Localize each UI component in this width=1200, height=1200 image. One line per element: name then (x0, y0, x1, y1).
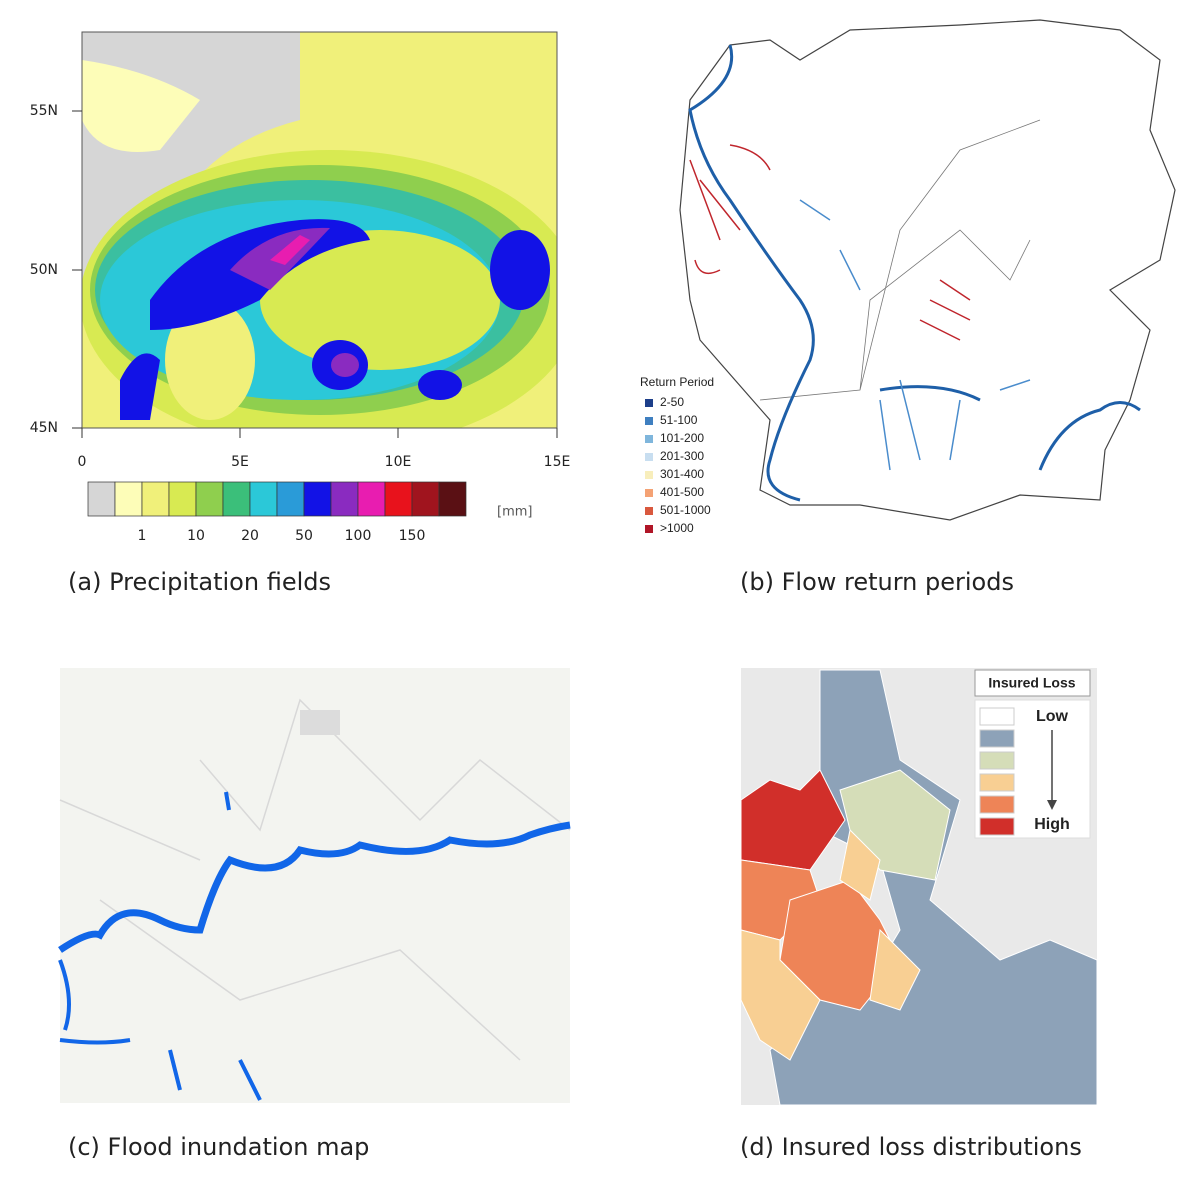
colorbar-box (330, 481, 359, 517)
colorbar-box (195, 481, 224, 517)
y-tick-label: 50N (30, 262, 58, 278)
legend-swatch (645, 399, 653, 407)
inundation-map (58, 668, 571, 1103)
legend-swatch (645, 417, 653, 425)
return-period-legend: Return Period 2-50 51-100 101-200 201-300 30… (640, 375, 714, 535)
legend-label: 101-200 (660, 431, 704, 445)
legend-label: 501-1000 (660, 503, 711, 517)
legend-label: 201-300 (660, 449, 704, 463)
legend-swatch (645, 489, 653, 497)
colorbar-box (303, 481, 332, 517)
legend-swatch (979, 795, 1015, 814)
legend-swatch (979, 751, 1015, 770)
colorbar-label: 150 (399, 528, 426, 544)
caption: (c) Flood inundation map (68, 1133, 369, 1161)
y-tick-label: 55N (30, 103, 58, 119)
colorbar-box (168, 481, 197, 517)
colorbar: 1 10 20 50 100 150 (87, 481, 467, 544)
caption: (b) Flow return periods (740, 568, 1014, 596)
y-tick-label: 45N (30, 420, 58, 436)
x-tick-label: 0 (78, 454, 87, 470)
legend-swatch (979, 817, 1015, 836)
colorbar-box (249, 481, 278, 517)
legend-label: 2-50 (660, 395, 684, 409)
legend-swatch (979, 729, 1015, 748)
colorbar-box (141, 481, 170, 517)
legend-swatch (645, 507, 653, 515)
colorbar-label: 50 (295, 528, 313, 544)
legend-swatch (645, 525, 653, 533)
colorbar-box (114, 481, 143, 517)
colorbar-box (222, 481, 251, 517)
legend-swatch (645, 453, 653, 461)
legend-title: Return Period (640, 375, 714, 389)
insured-loss-legend: Insured Loss Low High (974, 669, 1091, 839)
colorbar-box (411, 481, 440, 517)
precipitation-map (82, 32, 557, 428)
legend-label: 401-500 (660, 485, 704, 499)
caption: (a) Precipitation fields (68, 568, 331, 596)
colorbar-label: 100 (345, 528, 372, 544)
x-tick-label: 10E (385, 454, 412, 470)
colorbar-unit: [mm] (497, 505, 532, 520)
colorbar-box (276, 481, 305, 517)
legend-swatch (979, 773, 1015, 792)
legend-label: >1000 (660, 521, 694, 535)
x-tick-label: 5E (231, 454, 249, 470)
caption: (d) Insured loss distributions (740, 1133, 1082, 1161)
colorbar-box (438, 481, 467, 517)
colorbar-box (357, 481, 386, 517)
legend-label: 301-400 (660, 467, 704, 481)
return-period-map (679, 19, 1176, 521)
legend-high: High (1034, 816, 1070, 833)
colorbar-label: 1 (138, 528, 147, 544)
legend-low: Low (1036, 708, 1069, 725)
colorbar-box (87, 481, 116, 517)
legend-title: Insured Loss (988, 675, 1075, 691)
legend-swatch (645, 435, 653, 443)
colorbar-label: 20 (241, 528, 259, 544)
legend-label: 51-100 (660, 413, 698, 427)
colorbar-label: 10 (187, 528, 205, 544)
legend-swatch (645, 471, 653, 479)
colorbar-box (384, 481, 413, 517)
x-tick-label: 15E (544, 454, 571, 470)
legend-swatch (979, 707, 1015, 726)
